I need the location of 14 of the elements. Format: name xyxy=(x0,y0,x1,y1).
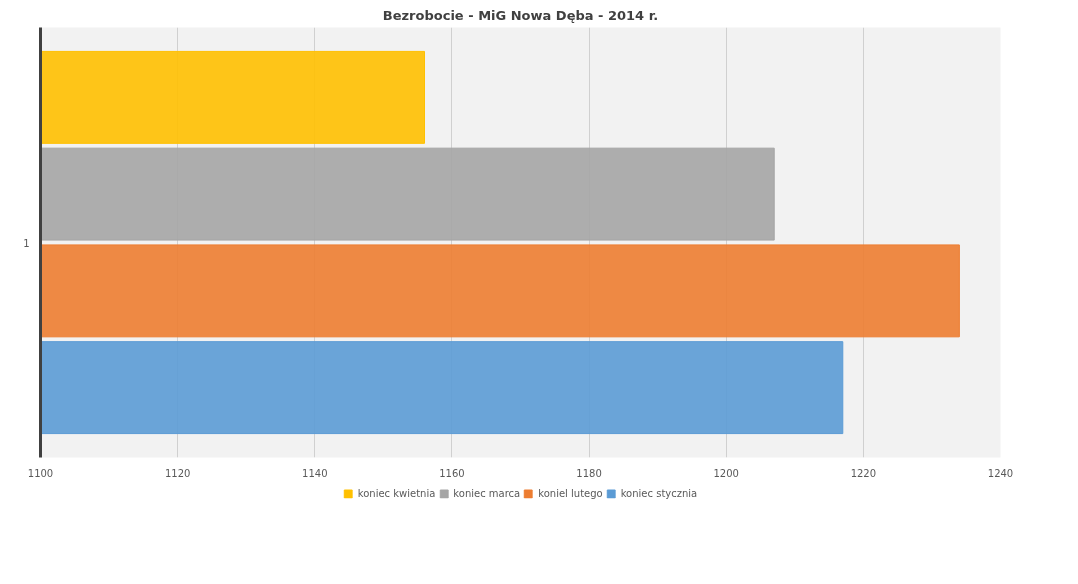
x-tick-label: 1240 xyxy=(987,467,1014,479)
y-tick-label: 1 xyxy=(23,237,30,249)
legend-label: koniec kwietnia xyxy=(357,487,436,499)
legend-label: koniel lutego xyxy=(538,487,603,499)
legend-label: koniec marca xyxy=(453,487,521,499)
x-tick-label: 1200 xyxy=(713,467,739,479)
chart-title: Bezrobocie - MiG Nowa Dęba - 2014 r. xyxy=(382,7,659,23)
x-tick-label: 1160 xyxy=(439,467,465,479)
x-tick-label: 1220 xyxy=(850,467,877,479)
x-tick-label: 1140 xyxy=(302,467,328,479)
x-tick-label: 1180 xyxy=(576,467,602,479)
legend-label: koniec stycznia xyxy=(620,487,698,499)
x-tick-label: 1100 xyxy=(27,467,54,479)
x-tick-label: 1120 xyxy=(164,467,191,479)
